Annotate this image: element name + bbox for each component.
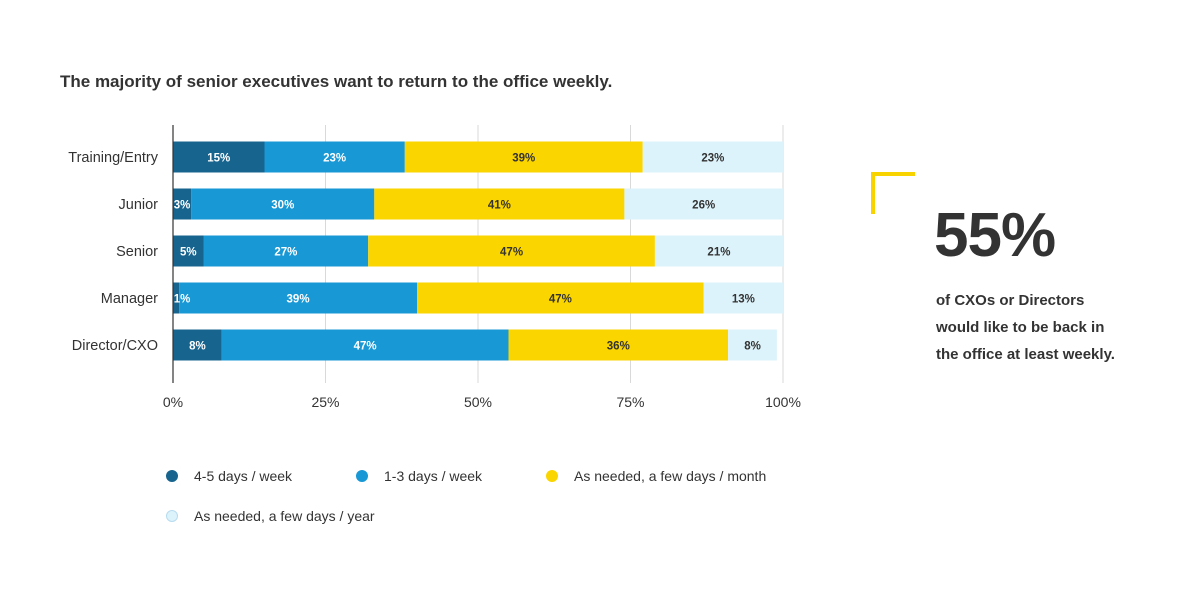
- x-tick-label: 50%: [464, 394, 492, 410]
- data-label: 27%: [274, 247, 297, 259]
- data-label: 23%: [323, 153, 346, 165]
- data-label: 39%: [512, 153, 535, 165]
- bar-segment: [703, 282, 783, 314]
- data-label: 47%: [500, 247, 523, 259]
- bar-segment: [173, 235, 204, 267]
- legend-item: As needed, a few days / month: [546, 466, 806, 486]
- data-label: 21%: [707, 247, 730, 259]
- bar-segment: [191, 188, 375, 220]
- legend-label: As needed, a few days / year: [194, 508, 375, 524]
- bar-segment: [203, 235, 369, 267]
- x-tick-label: 25%: [311, 394, 339, 410]
- legend-swatch-few-days-month: [546, 470, 558, 482]
- data-label: 47%: [354, 341, 377, 353]
- legend-swatch-few-days-year: [166, 510, 178, 522]
- legend-label: As needed, a few days / month: [574, 468, 767, 484]
- data-label: 39%: [287, 294, 310, 306]
- category-label: Training/Entry: [68, 150, 158, 166]
- data-label: 47%: [549, 294, 572, 306]
- category-label: Manager: [101, 291, 158, 307]
- data-label: 41%: [488, 200, 511, 212]
- data-label: 23%: [701, 153, 724, 165]
- data-label: 15%: [207, 153, 230, 165]
- bar-segment: [173, 188, 192, 220]
- x-tick-labels: 0% 25% 50% 75% 100%: [163, 394, 801, 410]
- data-label: 3%: [174, 200, 191, 212]
- data-label: 13%: [732, 294, 755, 306]
- bar-segment: [368, 235, 655, 267]
- bar-segment: [654, 235, 783, 267]
- legend-label: 1-3 days / week: [384, 468, 483, 484]
- bar-segment: [173, 282, 180, 314]
- legend-swatch-4-5-days: [166, 470, 178, 482]
- legend-item: 1-3 days / week: [356, 466, 546, 486]
- x-tick-label: 75%: [616, 394, 644, 410]
- category-label: Junior: [119, 197, 159, 213]
- x-tick-label: 100%: [765, 394, 801, 410]
- callout-text: of CXOs or Directors would like to be ba…: [936, 292, 1115, 363]
- legend-label: 4-5 days / week: [194, 468, 293, 484]
- bar-segment: [221, 329, 509, 361]
- category-labels: Training/Entry Junior Senior Manager Directo…: [68, 150, 158, 354]
- data-label: 36%: [607, 341, 630, 353]
- bar-segment: [417, 282, 704, 314]
- bar-segment: [624, 188, 783, 220]
- stacked-bar-chart: 15% 23% 39% 23% 3% 30% 41% 26% 5% 27% 47% 21% 1% 39% 4…: [68, 125, 801, 410]
- bars: [173, 141, 783, 361]
- category-label: Director/CXO: [72, 338, 158, 354]
- data-label: 5%: [180, 247, 197, 259]
- data-label: 26%: [692, 200, 715, 212]
- callout-bracket-decoration: [871, 172, 915, 214]
- bar-segment: [264, 141, 405, 173]
- data-label: 8%: [744, 341, 761, 353]
- data-labels: 15% 23% 39% 23% 3% 30% 41% 26% 5% 27% 47% 21% 1% 39% 4…: [174, 153, 761, 353]
- bar-segment: [508, 329, 729, 361]
- bar-segment: [728, 329, 777, 361]
- legend-item: As needed, a few days / year: [166, 506, 466, 526]
- legend-item: 4-5 days / week: [166, 466, 356, 486]
- legend-swatch-1-3-days: [356, 470, 368, 482]
- legend: 4-5 days / week 1-3 days / week As neede…: [166, 466, 826, 526]
- bar-segment: [173, 329, 222, 361]
- chart-title: The majority of senior executives want t…: [60, 72, 613, 91]
- callout-stat: 55%: [934, 201, 1056, 270]
- data-label: 8%: [189, 341, 206, 353]
- bar-segment: [173, 141, 265, 173]
- bar-segment: [642, 141, 783, 173]
- bar-segment: [374, 188, 625, 220]
- bar-segment: [179, 282, 417, 314]
- data-label: 1%: [174, 294, 191, 306]
- bar-segment: [404, 141, 643, 173]
- category-label: Senior: [116, 244, 158, 260]
- data-label: 30%: [271, 200, 294, 212]
- x-tick-label: 0%: [163, 394, 183, 410]
